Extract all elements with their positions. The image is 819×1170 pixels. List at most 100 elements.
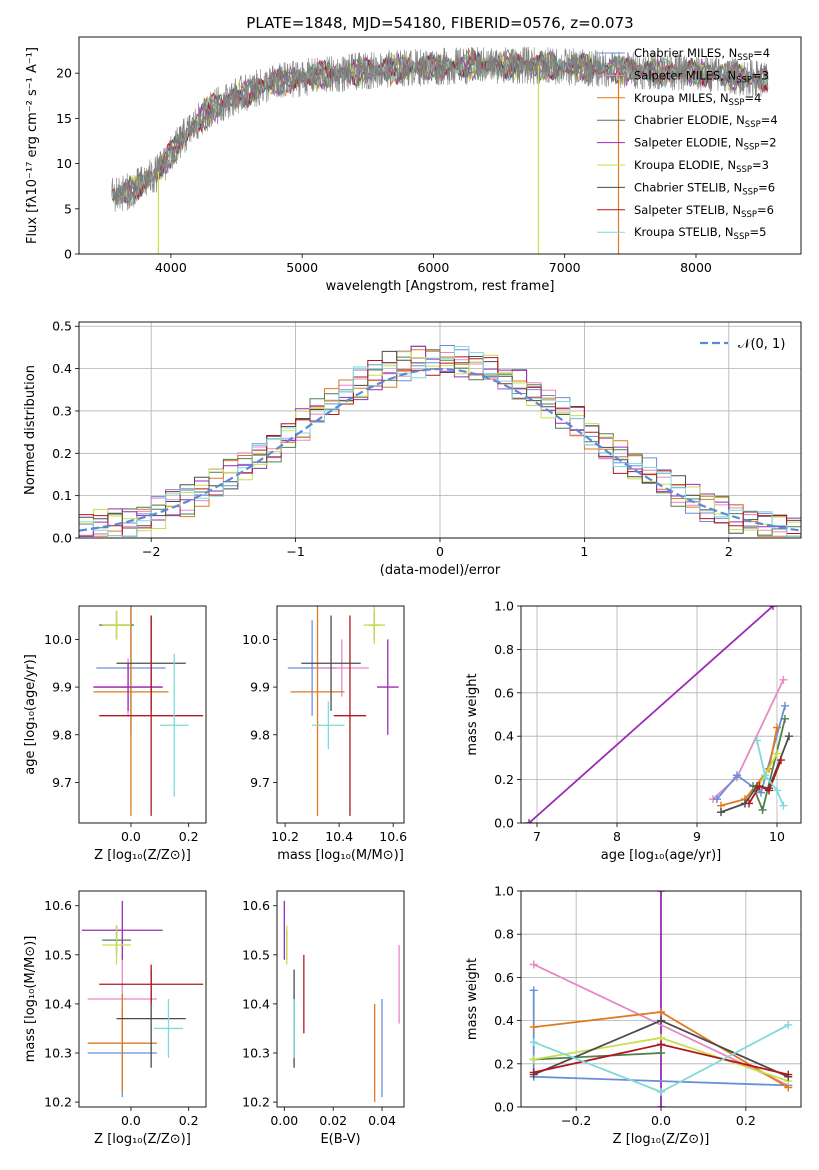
weight-vs-Z-ytick-label: 1.0 (494, 884, 514, 899)
age-vs-Z-xtick-label: 0.0 (121, 829, 141, 844)
weight-marker (529, 1055, 538, 1064)
mass-vs-ebv-ytick-label: 10.5 (242, 947, 270, 962)
mass-vs-Z-ylabel: mass [log₁₀(M/M⊙)] (23, 936, 38, 1063)
age-vs-mass-ytick-label: 9.7 (250, 775, 270, 790)
residuals-ytick-label: 0.1 (52, 488, 72, 503)
weight-vs-Z-ytick-label: 0.6 (494, 970, 514, 985)
weight-vs-age-xtick-label: 9 (693, 829, 701, 844)
mass-vs-ebv-ytick-label: 10.3 (242, 1046, 270, 1061)
weight-vs-age-axes (517, 605, 801, 827)
age-vs-mass-ytick-label: 10.0 (242, 632, 270, 647)
weight-marker (779, 675, 788, 684)
weight-vs-Z-ytick-label: 0.4 (494, 1013, 514, 1028)
age-vs-mass-frame (276, 605, 405, 824)
weight-vs-age-ytick-label: 0.2 (494, 772, 514, 787)
age-vs-mass-ytick-label: 9.9 (250, 680, 270, 695)
residuals-ylabel: Normed distribution (23, 365, 38, 495)
weight-vs-age-xlabel: age [log₁₀(age/yr)] (601, 848, 722, 863)
age-vs-Z-axes (75, 638, 190, 827)
weight-vs-Z-ylabel: mass weight (465, 958, 480, 1040)
weight-vs-Z-xlabel: Z [log₁₀(Z/Z⊙)] (613, 1132, 710, 1147)
weight-marker (765, 786, 773, 795)
mass-vs-ebv-ytick-label: 10.4 (242, 996, 270, 1011)
weight-vs-age-ytick-label: 0.6 (494, 685, 514, 700)
age-vs-Z-frame (78, 605, 207, 824)
legend-entry: Chabrier ELODIE, NSSP=4 (634, 113, 778, 130)
legend-entry: Kroupa MILES, NSSP=4 (634, 91, 761, 108)
mass-vs-ebv-ytick-label: 10.6 (242, 898, 270, 913)
mass-vs-ebv-frame (276, 890, 405, 1108)
mass-vs-ebv-xtick-label: 0.04 (368, 1113, 396, 1128)
spectrum-data-line (111, 46, 769, 212)
residuals-ytick-label: 0.4 (52, 361, 72, 376)
residuals-xtick-label: −1 (286, 544, 304, 559)
spectrum-ytick-label: 15 (56, 111, 72, 126)
weight-vs-Z-ytick-label: 0.8 (494, 927, 514, 942)
mass-vs-Z-xtick-label: 0.0 (121, 1113, 141, 1128)
mass-vs-ebv-points (283, 900, 400, 1103)
weight-marker (761, 771, 769, 780)
age-vs-Z-points (93, 606, 204, 816)
weight-marker (657, 891, 665, 895)
residuals-xtick-label: 0 (436, 544, 444, 559)
mass-vs-Z-frame (78, 890, 207, 1108)
legend-entry: Kroupa ELODIE, NSSP=3 (634, 158, 769, 175)
weight-series-line (533, 1052, 662, 1061)
weight-marker (717, 808, 725, 817)
residuals-xtick-label: −2 (142, 544, 160, 559)
weight-marker (529, 960, 538, 969)
spectrum-ytick-label: 5 (64, 201, 72, 216)
weight-marker (529, 1068, 538, 1077)
spectrum-xtick-label: 8000 (680, 260, 712, 275)
age-vs-mass-axes (273, 638, 394, 827)
spectrum-xtick-label: 6000 (418, 260, 450, 275)
weight-marker (657, 1087, 665, 1096)
mass-vs-Z-xlabel: Z [log₁₀(Z/Z⊙)] (94, 1132, 191, 1147)
residuals-xtick-label: 2 (725, 544, 733, 559)
weight-marker (529, 1038, 538, 1047)
age-vs-Z-xtick-label: 0.2 (179, 829, 199, 844)
residuals-ytick-label: 0.3 (52, 403, 72, 418)
spectrum-axes (75, 72, 697, 258)
age-vs-mass-xtick-label: 10.2 (271, 829, 299, 844)
weight-marker (755, 782, 764, 791)
weight-marker (784, 1070, 793, 1079)
mass-vs-Z-ytick-label: 10.3 (44, 1046, 72, 1061)
weight-vs-age-ytick-label: 1.0 (494, 599, 514, 614)
spectrum-lines (111, 46, 769, 254)
weight-marker (773, 749, 781, 758)
weight-vs-age-xtick-label: 7 (533, 829, 541, 844)
spectrum-ytick-label: 0 (64, 247, 72, 262)
age-vs-mass-xtick-label: 10.4 (325, 829, 353, 844)
mass-vs-Z-points (81, 900, 204, 1098)
normal-curve (79, 367, 801, 532)
weight-vs-age-xtick-label: 8 (613, 829, 621, 844)
legend-entry: Salpeter STELIB, NSSP=6 (634, 203, 774, 220)
weight-vs-Z-xtick-label: −0.2 (561, 1113, 591, 1128)
weight-vs-Z-frame (520, 890, 802, 1108)
spectrum-ytick-label: 10 (56, 156, 72, 171)
weight-marker (757, 788, 765, 797)
mass-vs-ebv-axes (273, 905, 383, 1111)
weight-marker (779, 801, 788, 810)
spectrum-ytick-label: 20 (56, 66, 72, 81)
weight-vs-age-ytick-label: 0.0 (494, 816, 514, 831)
legend-entry: Kroupa STELIB, NSSP=5 (634, 225, 766, 242)
weight-marker (529, 1023, 538, 1032)
weight-vs-age-ytick-label: 0.4 (494, 729, 514, 744)
weight-vs-age-frame (520, 605, 802, 824)
weight-marker (785, 732, 793, 741)
residuals-xtick-label: 1 (580, 544, 588, 559)
mass-vs-ebv-xtick-label: 0.00 (270, 1113, 298, 1128)
age-vs-Z-ylabel: age [log₁₀(age/yr)] (23, 654, 38, 775)
legend-entry: 𝒩(0, 1) (738, 337, 785, 352)
residual-histogram (79, 345, 801, 537)
legend-entry: Salpeter MILES, NSSP=3 (634, 68, 769, 85)
weight-marker (713, 795, 721, 804)
age-vs-mass-ytick-label: 9.8 (250, 727, 270, 742)
age-vs-Z-xlabel: Z [log₁₀(Z/Z⊙)] (94, 848, 191, 863)
weight-vs-age-ylabel: mass weight (465, 673, 480, 755)
weight-vs-age-lines (525, 606, 793, 823)
weight-marker (781, 714, 789, 723)
